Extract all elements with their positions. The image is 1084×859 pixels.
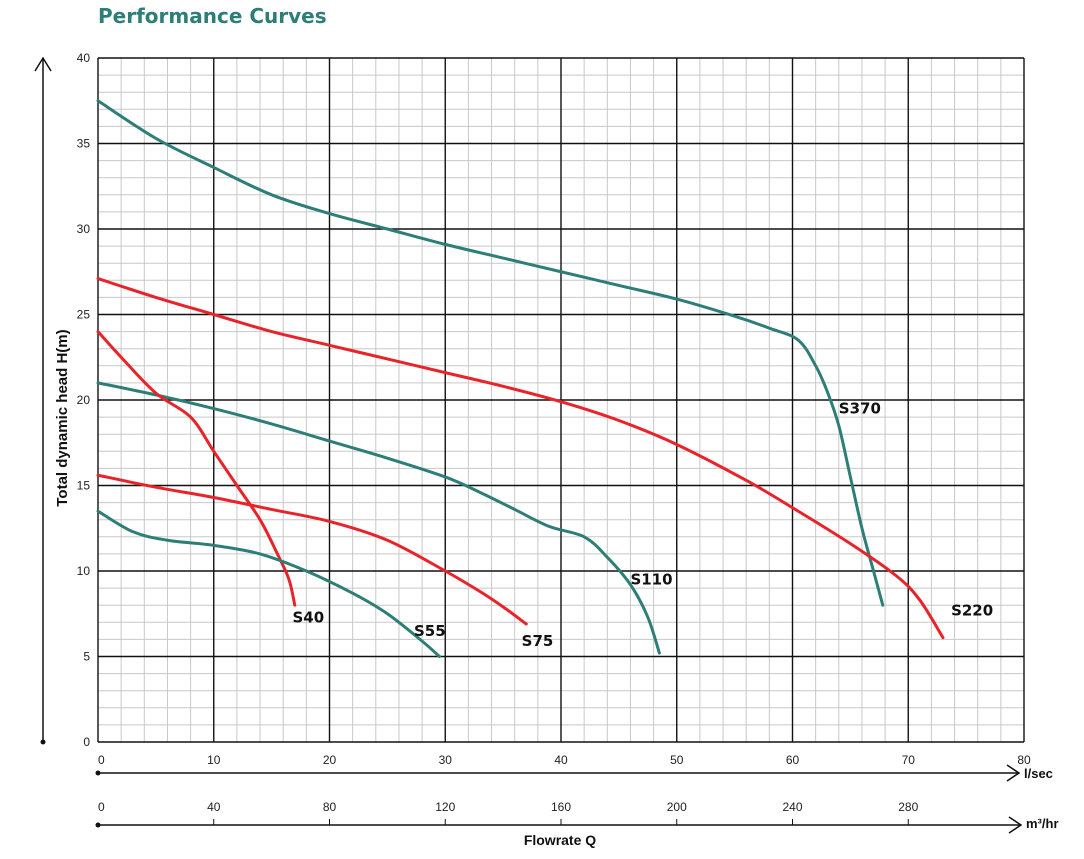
x2-tick-label: 160 bbox=[551, 800, 571, 814]
y-tick-label: 35 bbox=[77, 137, 91, 151]
curve-label-s370: S370 bbox=[839, 400, 881, 418]
y-axis-origin-dot bbox=[40, 739, 46, 745]
x-tick-label: 0 bbox=[98, 753, 105, 767]
curve-s370 bbox=[96, 99, 885, 607]
x2-tick-label: 40 bbox=[207, 800, 221, 814]
x2-tick-label: 240 bbox=[782, 800, 802, 814]
x2-unit-label: m³/hr bbox=[1026, 816, 1059, 831]
x2-tick-label: 0 bbox=[98, 800, 105, 814]
x-tick-label: 20 bbox=[323, 753, 337, 767]
x-tick-label: 50 bbox=[670, 753, 684, 767]
y-axis-arrow bbox=[34, 56, 52, 72]
curve-label-s75: S75 bbox=[522, 632, 554, 650]
curve-label-s220: S220 bbox=[951, 601, 993, 619]
x2-axis-arrow bbox=[1008, 816, 1023, 834]
major-grid bbox=[97, 57, 1025, 743]
curve-label-s40: S40 bbox=[292, 608, 324, 626]
x-tick-label: 70 bbox=[902, 753, 916, 767]
chart-title: Performance Curves bbox=[98, 4, 327, 28]
curve-s110 bbox=[96, 381, 661, 655]
x-tick-label: 80 bbox=[1017, 753, 1031, 767]
tick-labels: 0 5 10 15 20 25 30 35 40 0 10 20 30 40 50 60 70 80 0 40 80 12… bbox=[77, 51, 1031, 814]
x2-axis-origin-dot bbox=[95, 822, 101, 828]
curve-s220 bbox=[96, 277, 945, 640]
y-tick-label: 0 bbox=[83, 735, 90, 749]
curve-label-s110: S110 bbox=[630, 571, 672, 589]
x-unit-label: l/sec bbox=[1024, 766, 1053, 781]
curve-label-s55: S55 bbox=[414, 622, 446, 640]
curve-s40 bbox=[96, 330, 297, 607]
x-axis-arrow bbox=[1006, 764, 1021, 782]
x-tick-label: 10 bbox=[207, 753, 221, 767]
x-axis-origin-dot bbox=[95, 770, 101, 776]
curve-s75 bbox=[96, 473, 528, 626]
x-tick-label: 40 bbox=[554, 753, 568, 767]
y-tick-label: 25 bbox=[77, 308, 91, 322]
curves: S370 S220 S110 S40 S55 S75 bbox=[96, 99, 993, 658]
y-tick-label: 10 bbox=[77, 564, 91, 578]
y-axis-label: Total dynamic head H(m) bbox=[54, 329, 71, 506]
y-tick-label: 20 bbox=[77, 393, 91, 407]
x2-tick-label: 80 bbox=[323, 800, 337, 814]
x2-tick-label: 120 bbox=[435, 800, 455, 814]
y-tick-label: 30 bbox=[77, 222, 91, 236]
curve-s55 bbox=[96, 509, 441, 658]
y-tick-label: 5 bbox=[83, 650, 90, 664]
x-tick-label: 30 bbox=[439, 753, 453, 767]
y-tick-label: 15 bbox=[77, 479, 91, 493]
y-tick-label: 40 bbox=[77, 51, 91, 65]
axes bbox=[34, 56, 1023, 834]
x-tick-label: 60 bbox=[786, 753, 800, 767]
x-axis-label: Flowrate Q bbox=[524, 832, 596, 848]
x2-tick-label: 280 bbox=[898, 800, 918, 814]
x2-tick-label: 200 bbox=[667, 800, 687, 814]
